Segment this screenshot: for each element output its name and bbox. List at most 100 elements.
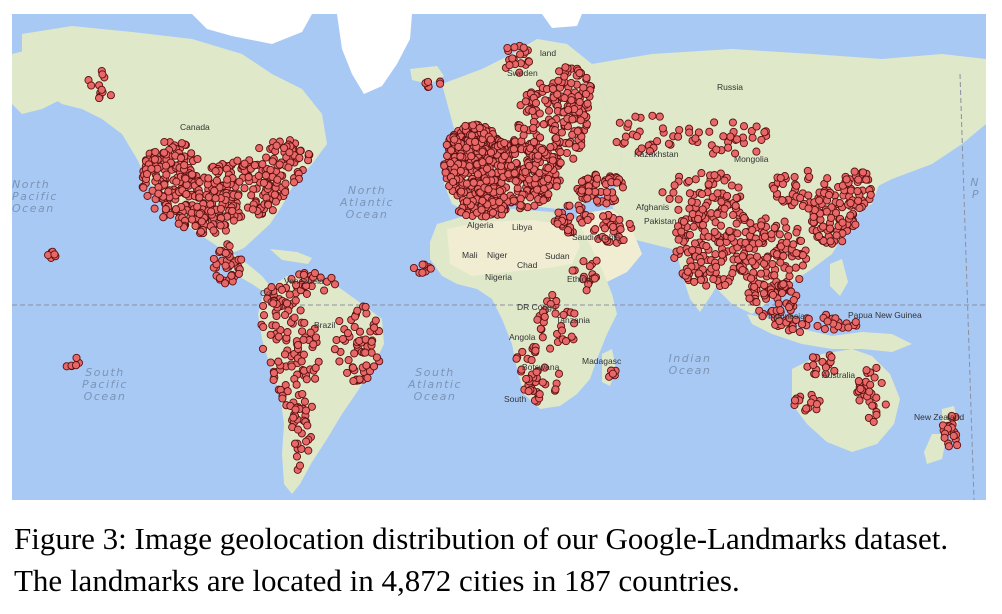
landmark-marker [320,286,329,295]
landmark-marker [297,357,306,366]
landmark-marker [670,181,679,190]
landmark-marker [271,321,280,330]
landmark-marker [289,413,298,422]
landmark-marker [585,262,594,271]
landmark-marker [454,142,463,151]
landmark-marker [827,353,836,362]
landmark-marker [495,197,504,207]
landmark-marker [515,68,524,77]
landmark-marker [561,63,570,72]
landmark-marker [544,164,553,173]
landmark-marker [307,402,316,411]
landmark-marker [712,145,721,154]
landmark-marker [853,187,862,196]
landmark-marker [191,221,200,231]
landmark-marker [290,439,300,448]
landmark-marker [784,232,793,241]
landmark-marker [868,401,877,410]
landmark-marker [161,205,170,214]
landmark-marker [546,299,555,309]
landmark-marker [625,219,634,228]
landmark-marker [727,181,736,190]
landmark-marker [196,227,206,236]
landmark-marker [691,134,700,143]
landmark-marker [457,187,466,196]
landmark-marker [72,353,81,362]
landmark-marker [675,125,684,135]
ocean-label-line: South [85,366,124,379]
landmark-marker [355,327,365,336]
landmark-marker [591,225,600,234]
landmark-marker [789,240,798,249]
landmark-marker [274,332,283,341]
landmark-marker [567,78,576,88]
landmark-marker [280,350,290,359]
landmark-marker [748,257,757,266]
landmark-marker [348,363,358,372]
country-label-saudi-arabia: Saudi Arabia [572,232,620,242]
landmark-marker [842,175,851,184]
landmark-marker [204,174,213,183]
landmark-marker [234,269,243,278]
landmark-marker [655,112,664,121]
landmark-marker [551,309,560,318]
landmark-marker [570,319,579,328]
landmark-marker [343,368,352,377]
landmark-marker [776,242,786,251]
landmark-marker [372,353,381,362]
landmark-marker [575,97,584,107]
landmark-marker [289,178,299,187]
landmark-marker [525,161,534,170]
landmark-marker [866,380,875,389]
landmark-marker [770,223,779,232]
landmark-marker [792,228,801,237]
philippines [830,259,848,296]
landmark-marker [482,176,491,185]
country-label-pakistan: Pakistan [644,216,677,226]
landmark-marker [290,313,299,322]
landmark-marker [503,43,512,53]
landmark-marker [446,159,455,168]
landmark-marker [172,177,181,186]
landmark-marker [154,189,163,198]
landmark-marker [541,96,550,105]
landmark-marker [509,196,518,205]
landmark-marker [769,184,779,193]
country-label-afghanistan: Afghanis [636,202,669,212]
landmark-marker [275,160,284,169]
landmark-marker [304,150,313,159]
landmark-marker [556,158,565,167]
landmark-marker [776,173,785,183]
ocean-label-line: North [12,178,50,191]
landmark-marker [350,349,359,358]
landmark-marker [355,336,364,345]
landmark-marker [277,285,286,294]
landmark-marker [855,204,864,213]
landmark-marker [592,256,601,265]
arctic-islands [192,14,312,44]
landmark-marker [335,357,344,366]
landmark-marker [831,208,841,217]
landmark-marker [443,151,452,160]
landmark-marker [537,145,546,154]
landmark-marker [602,187,611,197]
landmark-marker [947,411,956,420]
landmark-marker [563,226,573,235]
ocean-label-line: Pacific [12,190,58,203]
landmark-marker [468,121,477,130]
landmark-marker [299,335,308,344]
landmark-marker [702,242,711,251]
landmark-marker [292,380,301,389]
ocean-label-line: Indian [669,352,712,365]
landmark-marker [162,170,171,179]
landmark-marker [716,221,726,230]
landmark-marker [212,176,221,185]
landmark-marker [539,120,548,129]
landmark-marker [292,452,302,461]
landmark-marker [418,268,427,277]
landmark-marker [462,197,471,206]
landmark-marker [536,133,545,142]
landmark-marker [142,169,152,179]
landmark-marker [584,187,593,196]
landmark-marker [949,431,958,440]
